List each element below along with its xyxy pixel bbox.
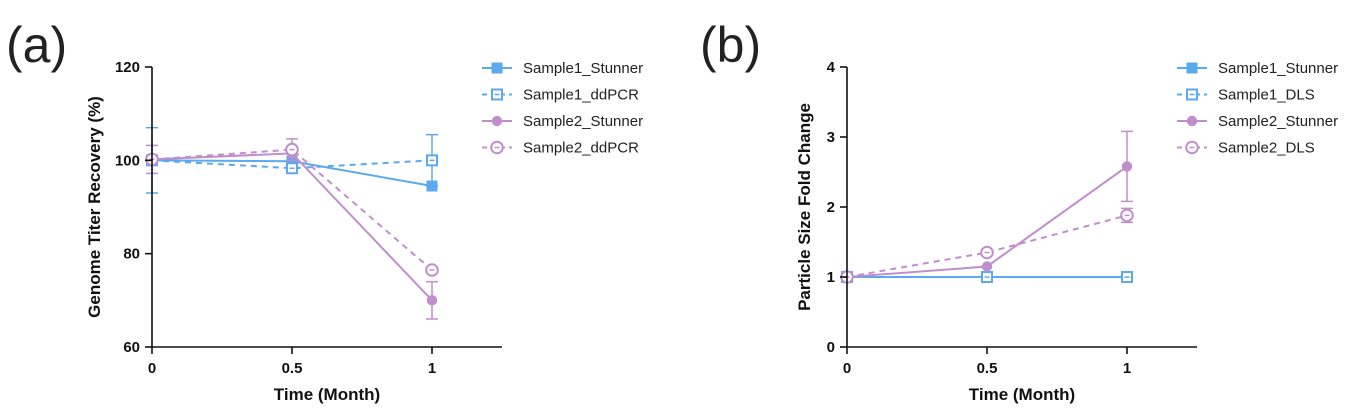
x-tick-label-a-0: 0 — [148, 360, 156, 377]
y-tick-label-b-0: 0 — [827, 339, 835, 356]
y-tick-label-b-3: 3 — [827, 129, 835, 146]
legend-marker-b-2 — [1186, 115, 1198, 127]
series-b-2 — [841, 130, 1133, 283]
series-line-a-2 — [151, 152, 433, 302]
x-ticks-b: 0 0.5 1 — [843, 347, 1131, 377]
legend-label-b-1: Sample1_DLS — [1218, 87, 1315, 104]
legend-label-a-3: Sample2_ddPCR — [523, 140, 639, 157]
y-tick-label-b-2: 2 — [827, 199, 835, 216]
y-tick-label-a-0: 60 — [123, 339, 140, 356]
y-ticks-b: 0 1 2 3 4 — [827, 59, 847, 356]
legend-marker-a-0 — [491, 62, 503, 74]
panel-label-a: (a) — [6, 17, 67, 73]
x-tick-label-a-1: 0.5 — [282, 360, 303, 377]
legend-item-a-1: Sample1_ddPCR — [482, 87, 639, 104]
plot-area-b — [840, 130, 1134, 284]
plot-area-a — [145, 126, 439, 320]
x-tick-label-b-1: 0.5 — [977, 360, 998, 377]
legend-marker-a-2 — [491, 115, 503, 127]
x-tick-label-a-2: 1 — [428, 360, 436, 377]
legend-label-a-1: Sample1_ddPCR — [523, 87, 639, 104]
series-line-a-3 — [151, 148, 433, 271]
legend-item-a-0: Sample1_Stunner — [482, 60, 643, 77]
data-point-b-2-2 — [1121, 161, 1133, 172]
legend-item-b-2: Sample2_Stunner — [1177, 113, 1338, 130]
y-tick-label-b-1: 1 — [827, 269, 835, 286]
y-ticks-a: 60 80 100 120 — [115, 59, 152, 356]
legend-label-b-0: Sample1_Stunner — [1218, 60, 1338, 77]
y-axis-title-a: Genome Titer Recovery (%) — [85, 96, 104, 318]
series-line-b-2 — [846, 165, 1128, 278]
legend-marker-b-0 — [1186, 62, 1198, 74]
x-tick-label-b-2: 1 — [1123, 360, 1131, 377]
x-axis-title-b: Time (Month) — [969, 385, 1075, 404]
data-point-a-2-2 — [426, 295, 438, 306]
legend-label-b-2: Sample2_Stunner — [1218, 113, 1338, 130]
legend-item-b-1: Sample1_DLS — [1177, 87, 1315, 104]
legend-b: Sample1_Stunner Sample1_DLS Sample2_Stunne… — [1177, 60, 1338, 157]
legend-item-a-2: Sample2_Stunner — [482, 113, 643, 130]
x-tick-label-b-0: 0 — [843, 360, 851, 377]
series-line-b-3 — [846, 214, 1128, 278]
y-axis-title-b: Particle Size Fold Change — [795, 103, 814, 311]
x-axis-title-a: Time (Month) — [274, 385, 380, 404]
series-line-a-1 — [151, 159, 433, 170]
legend-item-a-3: Sample2_ddPCR — [482, 140, 639, 157]
y-tick-label-a-1: 80 — [123, 246, 140, 263]
legend-item-b-0: Sample1_Stunner — [1177, 60, 1338, 77]
y-tick-label-a-2: 100 — [115, 152, 140, 169]
data-point-a-0-1 — [286, 155, 298, 167]
x-ticks-a: 0 0.5 1 — [148, 347, 436, 377]
legend-item-b-3: Sample2_DLS — [1177, 140, 1315, 157]
series-a-3 — [145, 138, 439, 277]
data-point-b-2-1 — [981, 261, 993, 272]
y-tick-label-b-4: 4 — [827, 59, 836, 76]
legend-a: Sample1_Stunner Sample1_ddPCR Sample2_Stun… — [482, 60, 643, 157]
legend-label-a-2: Sample2_Stunner — [523, 113, 643, 130]
y-tick-label-a-3: 120 — [115, 59, 140, 76]
legend-label-a-0: Sample1_Stunner — [523, 60, 643, 77]
panel-label-b: (b) — [700, 17, 761, 73]
legend-label-b-3: Sample2_DLS — [1218, 140, 1315, 157]
